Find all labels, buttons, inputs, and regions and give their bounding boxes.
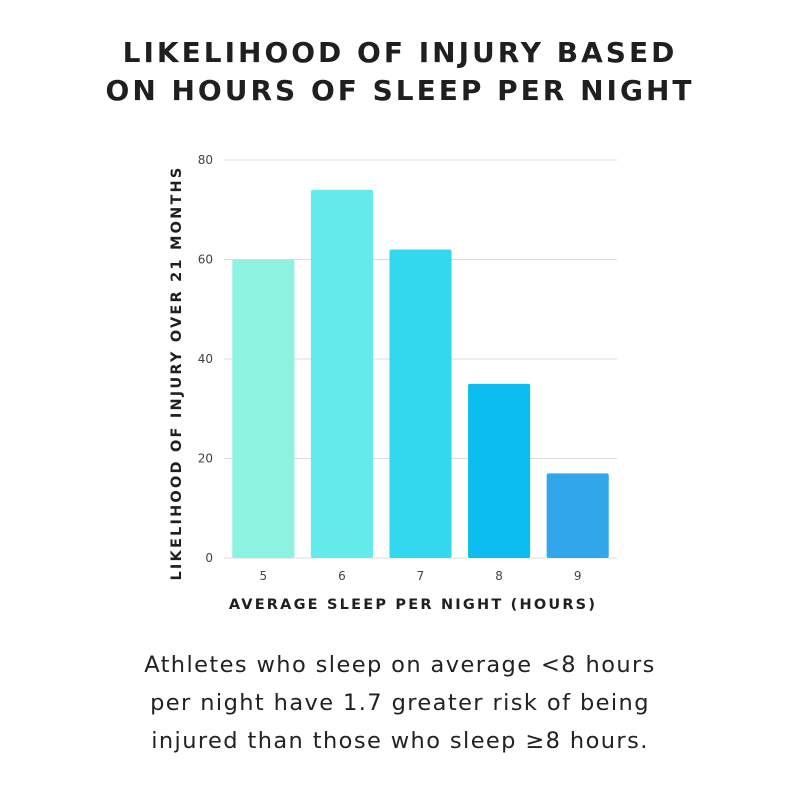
x-tick-label: 5 [259, 569, 267, 583]
caption: Athletes who sleep on average <8 hours p… [0, 646, 800, 760]
y-tick-label: 0 [205, 551, 213, 565]
chart-title: LIKELIHOOD OF INJURY BASED ON HOURS OF S… [0, 34, 800, 110]
y-axis-label: LIKELIHOOD OF INJURY OVER 21 MONTHS [169, 165, 185, 580]
x-tick-label: 7 [417, 569, 425, 583]
caption-line-1: Athletes who sleep on average <8 hours [144, 652, 656, 678]
bar-6 [310, 189, 373, 558]
bar-5 [232, 259, 295, 558]
chart-title-line-2: ON HOURS OF SLEEP PER NIGHT [105, 74, 695, 107]
y-tick-label: 20 [198, 452, 213, 466]
y-tick-label: 40 [198, 352, 213, 366]
y-tick-label: 60 [198, 253, 213, 267]
x-tick-label: 8 [495, 569, 503, 583]
chart-title-line-1: LIKELIHOOD OF INJURY BASED [122, 36, 678, 69]
y-tick-labels: 0 20 40 60 80 [198, 153, 213, 565]
bar-8 [468, 383, 531, 558]
x-tick-labels: 5 6 7 8 9 [259, 569, 581, 583]
caption-line-2: per night have 1.7 greater risk of being [150, 690, 650, 716]
caption-line-3: injured than those who sleep ≥8 hours. [151, 728, 649, 754]
y-tick-label: 80 [198, 153, 213, 167]
x-axis-label: AVERAGE SLEEP PER NIGHT (HOURS) [229, 597, 597, 613]
bar-7 [389, 249, 452, 559]
bar-9 [546, 473, 609, 558]
x-tick-label: 6 [338, 569, 346, 583]
x-tick-label: 9 [574, 569, 582, 583]
bars [232, 189, 609, 559]
